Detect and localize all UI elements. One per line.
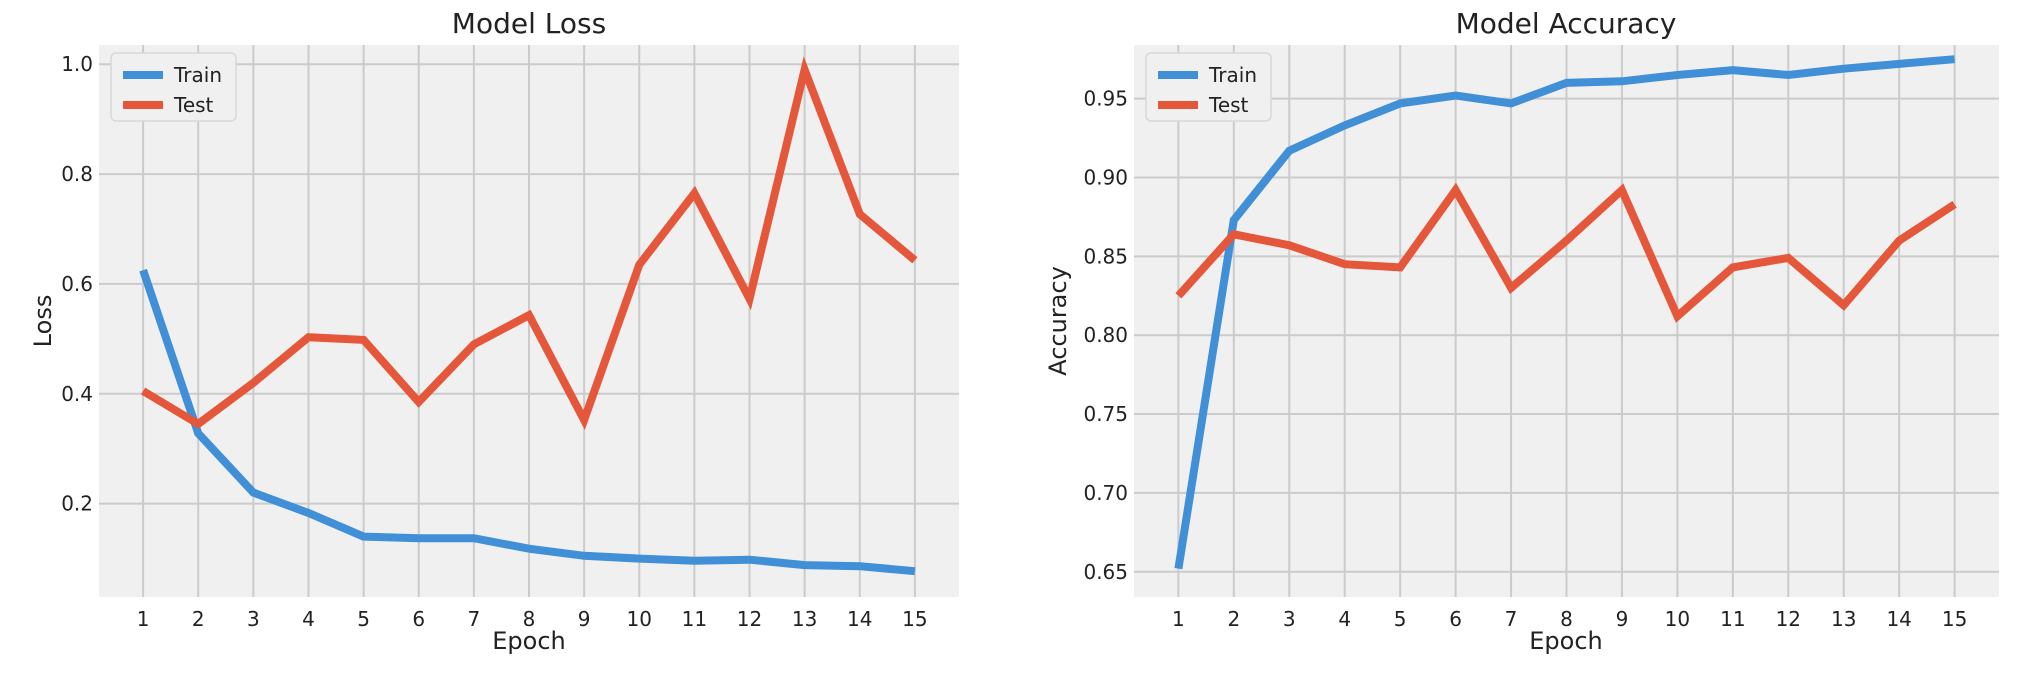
accuracy-y-tick-label: 0.95 <box>1083 87 1128 111</box>
loss-x-tick-label: 15 <box>902 607 927 631</box>
accuracy-x-tick-label: 10 <box>1665 607 1690 631</box>
accuracy-x-tick-label: 9 <box>1616 607 1629 631</box>
loss-x-tick-label: 8 <box>523 607 536 631</box>
loss-y-tick-label: 0.4 <box>61 382 93 406</box>
loss-x-tick-label: 7 <box>468 607 481 631</box>
accuracy-x-tick-label: 5 <box>1394 607 1407 631</box>
accuracy-legend: Train Test <box>1145 52 1272 122</box>
loss-series-line-train <box>139 268 916 576</box>
loss-x-tick-label: 1 <box>137 607 150 631</box>
loss-chart-title: Model Loss <box>452 7 606 40</box>
loss-y-tick-label: 0.6 <box>61 272 93 296</box>
loss-series-line-test <box>141 56 918 431</box>
accuracy-y-tick-label: 0.75 <box>1083 402 1128 426</box>
accuracy-x-tick-label: 11 <box>1720 607 1745 631</box>
accuracy-x-tick-label: 12 <box>1776 607 1801 631</box>
accuracy-y-axis-label: Accuracy <box>1044 266 1072 376</box>
loss-y-tick-labels: 0.2 0.4 0.6 0.8 1.0 <box>61 52 93 515</box>
accuracy-y-tick-label: 0.85 <box>1083 244 1128 268</box>
accuracy-y-tick-label: 0.70 <box>1083 481 1128 505</box>
loss-x-tick-label: 3 <box>247 607 260 631</box>
loss-chart: 1 2 3 4 5 6 7 8 9 10 11 12 13 14 15 0.20.40.60.81.0 Tr… <box>29 7 959 655</box>
accuracy-chart: 1 2 3 4 5 6 7 8 9 10 11 12 13 14 15 0.650.700.750.800.… <box>1044 7 1999 655</box>
accuracy-series-line-test <box>1175 182 1957 323</box>
accuracy-chart-title: Model Accuracy <box>1456 7 1677 40</box>
accuracy-y-tick-label: 0.65 <box>1083 560 1128 584</box>
loss-legend-label: Train <box>173 63 222 87</box>
loss-x-tick-label: 2 <box>192 607 205 631</box>
accuracy-legend-label: Test <box>1208 93 1249 117</box>
loss-x-tick-label: 5 <box>357 607 370 631</box>
accuracy-x-tick-label: 8 <box>1560 607 1573 631</box>
loss-gridlines <box>99 45 959 597</box>
accuracy-x-tick-label: 7 <box>1505 607 1518 631</box>
loss-y-tick-label: 0.8 <box>61 162 93 186</box>
accuracy-y-tick-label: 0.80 <box>1083 323 1128 347</box>
loss-y-tick-label: 0.2 <box>61 492 93 516</box>
accuracy-y-tick-label: 0.90 <box>1083 165 1128 189</box>
loss-x-tick-label: 12 <box>737 607 762 631</box>
accuracy-y-tick-labels: 0.65 0.70 0.75 0.80 0.85 0.90 0.95 <box>1083 87 1128 584</box>
loss-x-tick-label: 10 <box>627 607 652 631</box>
accuracy-gridlines <box>1134 45 1999 597</box>
loss-x-tick-label: 13 <box>792 607 817 631</box>
loss-y-axis-label: Loss <box>29 295 57 348</box>
accuracy-x-tick-label: 14 <box>1886 607 1911 631</box>
accuracy-series-line-train <box>1174 55 1955 570</box>
accuracy-x-tick-label: 4 <box>1338 607 1351 631</box>
accuracy-x-tick-label: 2 <box>1227 607 1240 631</box>
accuracy-series-lines <box>1174 55 1957 570</box>
loss-x-tick-label: 4 <box>302 607 315 631</box>
loss-y-tick-label: 1.0 <box>61 52 93 76</box>
accuracy-x-tick-label: 6 <box>1449 607 1462 631</box>
loss-x-axis-label: Epoch <box>492 627 566 655</box>
accuracy-x-tick-label: 3 <box>1283 607 1296 631</box>
accuracy-x-tick-label: 15 <box>1942 607 1967 631</box>
accuracy-legend-label: Train <box>1208 63 1257 87</box>
accuracy-x-tick-label: 1 <box>1172 607 1185 631</box>
accuracy-x-tick-labels: 1 2 3 4 5 6 7 8 9 10 11 12 13 14 15 <box>1172 607 1967 631</box>
loss-x-tick-labels: 1 2 3 4 5 6 7 8 9 10 11 12 13 14 15 <box>137 607 928 631</box>
accuracy-x-tick-label: 13 <box>1831 607 1856 631</box>
accuracy-x-axis-label: Epoch <box>1529 627 1603 655</box>
loss-x-tick-label: 14 <box>847 607 872 631</box>
loss-series-lines <box>139 56 918 576</box>
loss-x-tick-label: 9 <box>578 607 591 631</box>
loss-x-tick-label: 6 <box>412 607 425 631</box>
loss-legend-label: Test <box>173 93 214 117</box>
loss-x-tick-label: 11 <box>682 607 707 631</box>
loss-legend: Train Test <box>110 52 237 122</box>
